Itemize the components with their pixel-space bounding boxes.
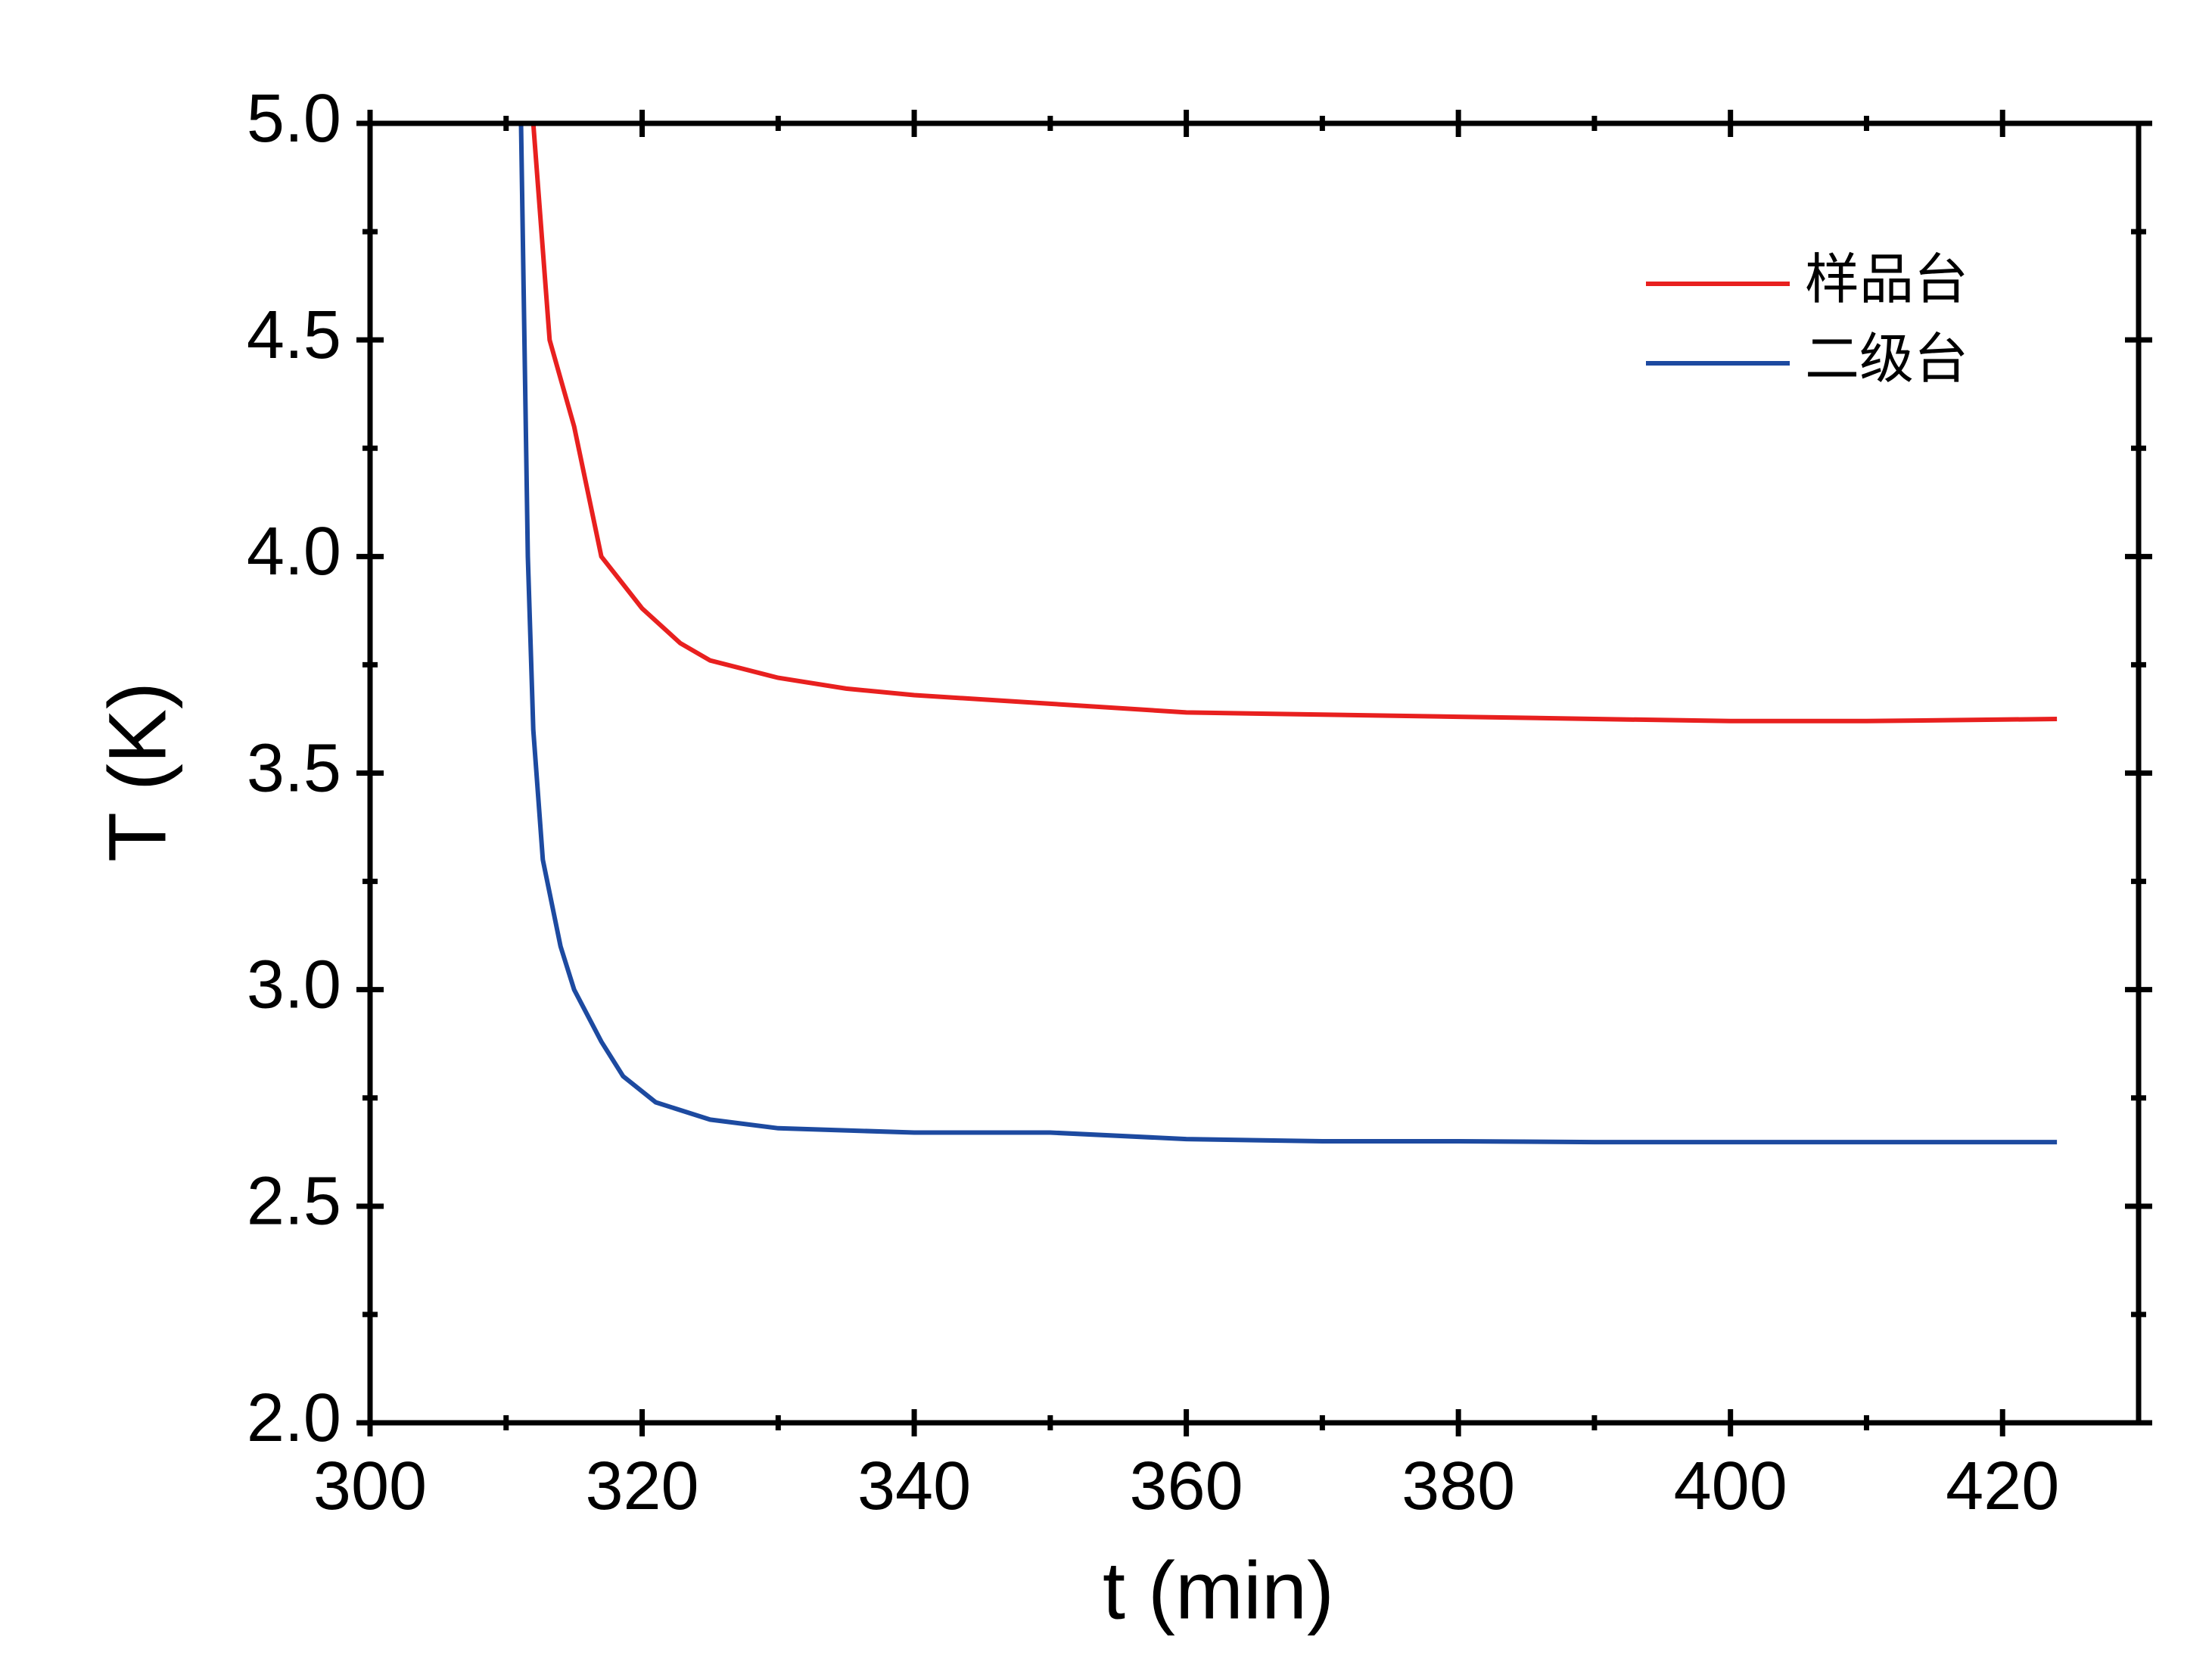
y-tick-label: 2.0 [247, 1380, 341, 1456]
x-tick-label: 380 [1402, 1449, 1515, 1524]
x-tick-label: 320 [585, 1449, 698, 1524]
x-axis-label: t (min) [1103, 1545, 1334, 1636]
x-tick-label: 420 [1946, 1449, 2059, 1524]
y-tick-label: 3.0 [247, 947, 341, 1022]
x-tick-label: 300 [313, 1449, 427, 1524]
legend-label: 样品台 [1805, 250, 1968, 310]
y-tick-label: 4.5 [247, 297, 341, 373]
x-tick-label: 400 [1674, 1449, 1787, 1524]
data-line [530, 123, 2058, 724]
data-line [518, 123, 2058, 1145]
y-tick-label: 5.0 [247, 81, 341, 157]
y-tick-label: 4.0 [247, 514, 341, 590]
x-tick-label: 360 [1130, 1449, 1243, 1524]
plot-frame [367, 120, 2142, 1426]
y-tick-label: 3.5 [247, 730, 341, 806]
legend-label: 二级台 [1805, 329, 1968, 390]
x-tick-label: 340 [857, 1449, 971, 1524]
y-axis-label: T (K) [92, 682, 183, 862]
y-tick-label: 2.5 [247, 1164, 341, 1240]
